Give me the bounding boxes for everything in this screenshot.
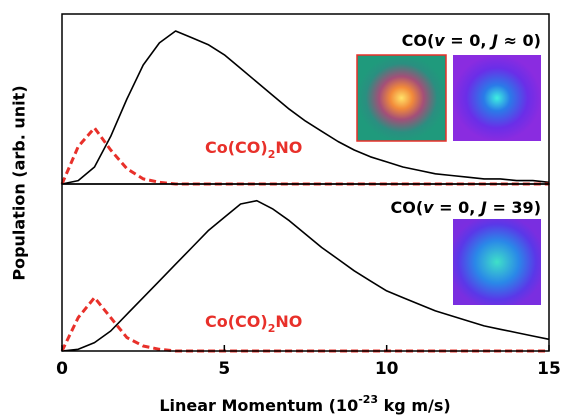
inset-image [453,55,541,141]
annotation-part: v [423,198,434,217]
annotation-part: NO [275,138,302,157]
annotation-part: NO [275,312,302,331]
annotation-part: 2 [268,148,276,161]
annotation: CO(v = 0, J = 39) [391,198,542,217]
annotation-part: Co(CO) [205,312,268,331]
x-tick-label: 10 [375,359,399,379]
annotation-part: CO( [402,31,435,50]
x-axis-label: Linear Momentum (10-23 kg m/s) [159,393,450,415]
annotation-part: = 0, [434,198,481,217]
inset-image [357,55,446,141]
annotation: Co(CO)2NO [205,138,302,161]
annotation-part: = 39) [487,198,541,217]
x-tick-label: 5 [218,359,230,379]
annotation-part: ≈ 0) [498,31,541,50]
x-tick-label: 0 [56,359,68,379]
annotation-part: v [434,31,445,50]
y-axis-label: Population (arb. unit) [10,85,29,280]
annotation: CO(v = 0, J ≈ 0) [402,31,541,50]
annotation: Co(CO)2NO [205,312,302,335]
x-tick-label: 15 [537,359,561,379]
x-label-part: -23 [358,393,378,406]
inset-image [453,219,541,305]
figure: Population (arb. unit) Linear Momentum (… [0,0,562,416]
annotation-part: CO( [391,198,424,217]
annotation-part: Co(CO) [205,138,268,157]
x-label-part: Linear Momentum (10 [159,396,358,415]
annotation-part: = 0, [445,31,492,50]
annotation-part: 2 [268,322,276,335]
x-label-part: kg m/s) [378,396,451,415]
